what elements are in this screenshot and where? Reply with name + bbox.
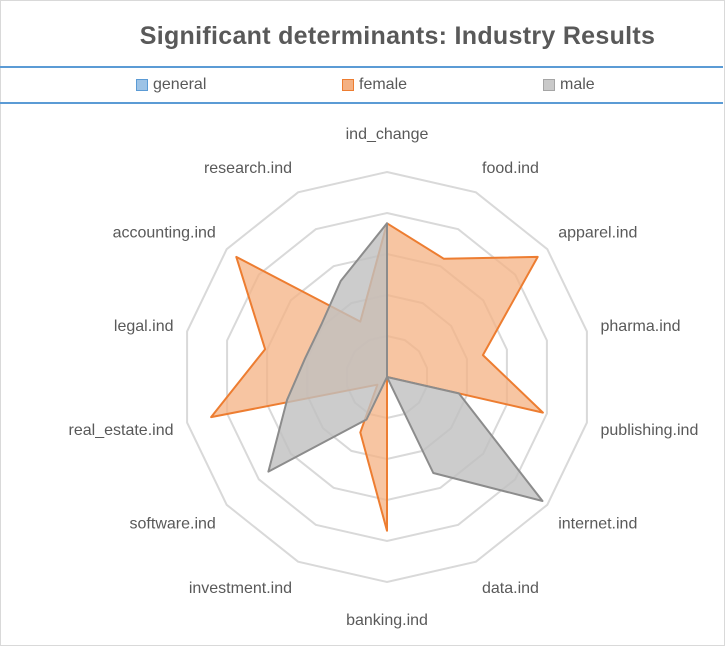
legend-item-male: male (543, 76, 595, 94)
axis-label-accounting-ind: accounting.ind (113, 225, 216, 242)
legend-item-general: general (136, 76, 206, 94)
chart-title: Significant determinants: Industry Resul… (139, 22, 656, 50)
axis-label-publishing-ind: publishing.ind (601, 422, 699, 439)
legend-item-female: female (342, 76, 407, 94)
radar-axis-labels: ind_change food.ind apparel.ind pharma.ind p… (69, 126, 699, 629)
axis-label-real-estate-ind: real_estate.ind (69, 422, 174, 439)
radar-series (210, 222, 544, 532)
legend-label-male: male (560, 76, 595, 93)
legend-bottom-rule (0, 102, 723, 104)
legend-swatch-female (342, 79, 354, 91)
axis-label-pharma-ind: pharma.ind (601, 318, 681, 335)
axis-label-data-ind: data.ind (482, 580, 539, 597)
axis-label-legal-ind: legal.ind (114, 318, 174, 335)
series-area-male (267, 222, 544, 502)
chart-legend: general female male (0, 76, 723, 96)
grid-ring (186, 170, 588, 584)
axis-label-ind-change: ind_change (346, 126, 429, 143)
axis-label-internet-ind: internet.ind (558, 515, 637, 532)
axis-label-apparel-ind: apparel.ind (558, 225, 637, 242)
axis-label-banking-ind: banking.ind (346, 612, 428, 629)
legend-top-rule (0, 66, 723, 68)
legend-swatch-general (136, 79, 148, 91)
legend-swatch-male (543, 79, 555, 91)
axis-label-investment-ind: investment.ind (189, 580, 292, 597)
axis-label-software-ind: software.ind (130, 515, 216, 532)
legend-label-general: general (153, 76, 207, 93)
axis-label-food-ind: food.ind (482, 160, 539, 177)
legend-label-female: female (359, 76, 408, 93)
axis-label-research-ind: research.ind (204, 160, 292, 177)
